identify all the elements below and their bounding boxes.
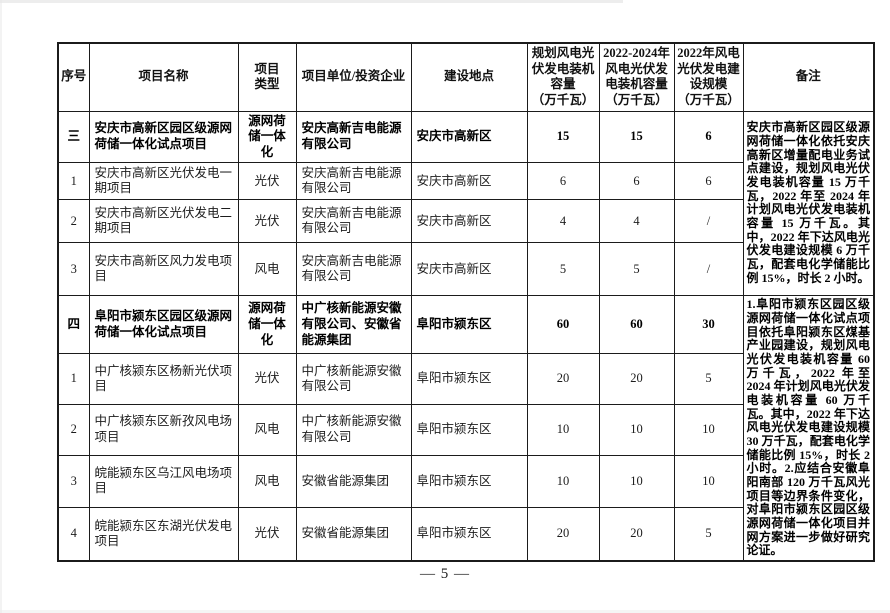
cell-2022-2024: 6 [598,162,675,201]
cell-2022: 30 [673,295,744,355]
cell-planned: 20 [526,353,600,406]
cell-serial: 3 [57,454,90,509]
table-row: 2 中广核颍东区新孜风电场项目 风电 中广核新能源安徽有限公司 阜阳市颍东区 1… [57,404,874,456]
table-row: 1 安庆市高新区光伏发电一期项目 光伏 安庆高新吉电能源有限公司 安庆市高新区 … [57,162,874,201]
cell-remark-fuyang: 1.阜阳市颍东区园区级源网荷储一体化试点项目依托阜阳颍东区煤基产业园建设，规划风… [742,295,875,562]
col-header-company: 项目单位/投资企业 [295,42,412,112]
cell-location: 阜阳市颍东区 [410,454,528,509]
cell-project-name: 安庆市高新区风力发电项目 [88,242,239,297]
projects-table: 序号 项目名称 项目 类型 项目单位/投资企业 建设地点 规划风电光伏发电装机容… [57,42,875,563]
cell-project-name: 皖能颍东区东湖光伏发电项目 [88,507,239,562]
cell-project-type: 光伏 [237,162,297,201]
cell-serial: 2 [57,404,90,456]
cell-serial: 2 [57,199,90,244]
cell-company: 中广核新能源安徽有限公司 [295,353,412,406]
cell-2022: 10 [673,404,744,456]
cell-planned: 10 [526,404,600,456]
cell-project-name: 中广核颍东区杨新光伏项目 [88,353,239,406]
cell-planned: 10 [526,454,600,509]
cell-project-type: 风电 [237,454,297,509]
cell-project-name: 中广核颍东区新孜风电场项目 [88,404,239,456]
cell-serial: 1 [57,353,90,406]
cell-company: 安庆高新吉电能源有限公司 [295,110,412,164]
scan-edge-bottom [0,610,890,613]
cell-company: 安庆高新吉电能源有限公司 [295,199,412,244]
cell-location: 安庆市高新区 [410,242,528,297]
cell-section-index: 四 [57,295,90,355]
cell-2022-2024: 10 [598,454,675,509]
cell-section-index: 三 [57,110,90,164]
cell-2022-2024: 20 [598,353,675,406]
scan-edge-top [0,0,623,3]
cell-project-type: 光伏 [237,199,297,244]
cell-planned: 20 [526,507,600,562]
cell-location: 安庆市高新区 [410,199,528,244]
cell-2022-2024: 4 [598,199,675,244]
cell-planned: 5 [526,242,600,297]
cell-2022: 5 [673,507,744,562]
cell-project-type: 源网荷储一体化 [237,110,297,164]
cell-project-name: 安庆市高新区光伏发电一期项目 [88,162,239,201]
cell-planned: 60 [526,295,600,355]
cell-company: 中广核新能源安徽有限公司 [295,404,412,456]
cell-2022: / [673,199,744,244]
cell-planned: 15 [526,110,600,164]
cell-project-name: 阜阳市颍东区园区级源网荷储一体化试点项目 [88,295,239,355]
col-header-serial: 序号 [57,42,90,112]
cell-company: 中广核新能源安徽有限公司、安徽省能源集团 [295,295,412,355]
table-row: 4 皖能颍东区东湖光伏发电项目 光伏 安徽省能源集团 阜阳市颍东区 20 20 … [57,507,874,562]
page-number: — 5 — [420,566,470,582]
cell-project-type: 风电 [237,404,297,456]
cell-2022: 5 [673,353,744,406]
section-row-fuyang: 四 阜阳市颍东区园区级源网荷储一体化试点项目 源网荷储一体化 中广核新能源安徽有… [57,295,875,562]
col-header-scale-2022: 2022年风电光伏发电建设规模 （万千瓦） [673,42,744,112]
cell-company: 安庆高新吉电能源有限公司 [295,242,412,297]
cell-location: 阜阳市颍东区 [410,353,528,406]
cell-serial: 3 [57,242,90,297]
cell-location: 阜阳市颍东区 [410,507,528,562]
cell-company: 安庆高新吉电能源有限公司 [295,162,412,201]
cell-project-name: 安庆市高新区光伏发电二期项目 [88,199,239,244]
cell-2022: 6 [673,162,744,201]
col-header-planned-capacity: 规划风电光伏发电装机容量 （万千瓦） [526,42,600,112]
cell-2022: / [673,242,744,297]
cell-planned: 4 [526,199,600,244]
header-row: 序号 项目名称 项目 类型 项目单位/投资企业 建设地点 规划风电光伏发电装机容… [57,42,875,112]
cell-location: 安庆市高新区 [410,110,528,164]
table-row: 3 安庆市高新区风力发电项目 风电 安庆高新吉电能源有限公司 安庆市高新区 5 … [57,242,874,297]
cell-2022-2024: 10 [598,404,675,456]
cell-project-name: 皖能颍东区乌江风电场项目 [88,454,239,509]
cell-project-type: 光伏 [237,353,297,406]
cell-company: 安徽省能源集团 [295,454,412,509]
cell-2022: 6 [673,110,744,164]
table-row: 1 中广核颍东区杨新光伏项目 光伏 中广核新能源安徽有限公司 阜阳市颍东区 20… [57,353,874,406]
cell-company: 安徽省能源集团 [295,507,412,562]
cell-2022-2024: 60 [598,295,675,355]
cell-location: 阜阳市颍东区 [410,295,528,355]
cell-project-type: 光伏 [237,507,297,562]
cell-2022-2024: 15 [598,110,675,164]
table-row: 3 皖能颍东区乌江风电场项目 风电 安徽省能源集团 阜阳市颍东区 10 10 1… [57,454,874,509]
cell-location: 阜阳市颍东区 [410,404,528,456]
col-header-capacity-2022-2024: 2022-2024年风电光伏发电装机容量 （万千瓦） [598,42,675,112]
col-header-project-name: 项目名称 [88,42,239,112]
cell-serial: 4 [57,507,90,562]
col-header-location: 建设地点 [410,42,528,112]
scan-edge-left [0,0,2,613]
cell-project-name: 安庆市高新区园区级源网荷储一体化试点项目 [88,110,239,164]
cell-location: 安庆市高新区 [410,162,528,201]
cell-serial: 1 [57,162,90,201]
cell-2022: 10 [673,454,744,509]
col-header-project-type: 项目 类型 [237,42,297,112]
cell-project-type: 风电 [237,242,297,297]
section-row-anqing: 三 安庆市高新区园区级源网荷储一体化试点项目 源网荷储一体化 安庆高新吉电能源有… [57,110,875,297]
cell-remark-anqing: 安庆市高新区园区级源网荷储一体化依托安庆高新区增量配电业务试点建设，规划风电光伏… [742,110,875,297]
cell-planned: 6 [526,162,600,201]
cell-project-type: 源网荷储一体化 [237,295,297,355]
table-row: 2 安庆市高新区光伏发电二期项目 光伏 安庆高新吉电能源有限公司 安庆市高新区 … [57,199,874,244]
cell-2022-2024: 5 [598,242,675,297]
col-header-remark: 备注 [742,42,875,112]
cell-2022-2024: 20 [598,507,675,562]
